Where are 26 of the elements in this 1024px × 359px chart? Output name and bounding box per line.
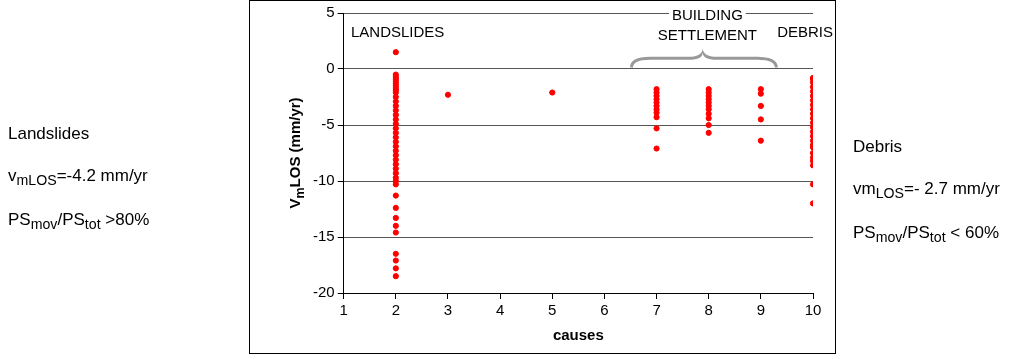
x-tick-label: 9 (756, 301, 766, 319)
x-tick-label: 2 (391, 301, 400, 319)
x-tick-label: 7 (652, 301, 661, 319)
annotation: DEBRIS (777, 22, 834, 40)
x-tick-label: 3 (443, 301, 453, 319)
y-tick-label: -5 (321, 115, 335, 133)
text: PS$_{mov}$/PS$_{tot}$ < 60% (853, 223, 1000, 246)
y-tick-label: 5 (326, 3, 335, 21)
y-tick-label: 0 (326, 59, 335, 77)
text: Landslides (8, 124, 91, 144)
y-tick-label: -20 (312, 283, 335, 301)
x-tick-label: 1 (339, 301, 348, 319)
text: v$_{mLOS}$=-4.2 mm/yr (8, 166, 149, 189)
text: vm$_{LOS}$=- 2.7 mm/yr (853, 179, 1000, 202)
text: Debris (853, 137, 904, 157)
x-tick-label: 10 (804, 301, 822, 319)
x-tick-label: 8 (704, 301, 713, 319)
y-tick-label: -10 (312, 171, 335, 189)
text: PS$_{mov}$/PS$_{tot}$ >80% (8, 210, 150, 233)
x-tick-label: 4 (495, 301, 505, 319)
y-tick-label: -15 (312, 227, 335, 245)
annotation: LANDSLIDES (350, 22, 445, 40)
x-axis-title: causes (552, 326, 604, 344)
annotation: BUILDING SETTLEMENT (657, 5, 757, 43)
x-tick-label: 5 (548, 301, 557, 319)
x-tick-label: 6 (600, 301, 609, 319)
